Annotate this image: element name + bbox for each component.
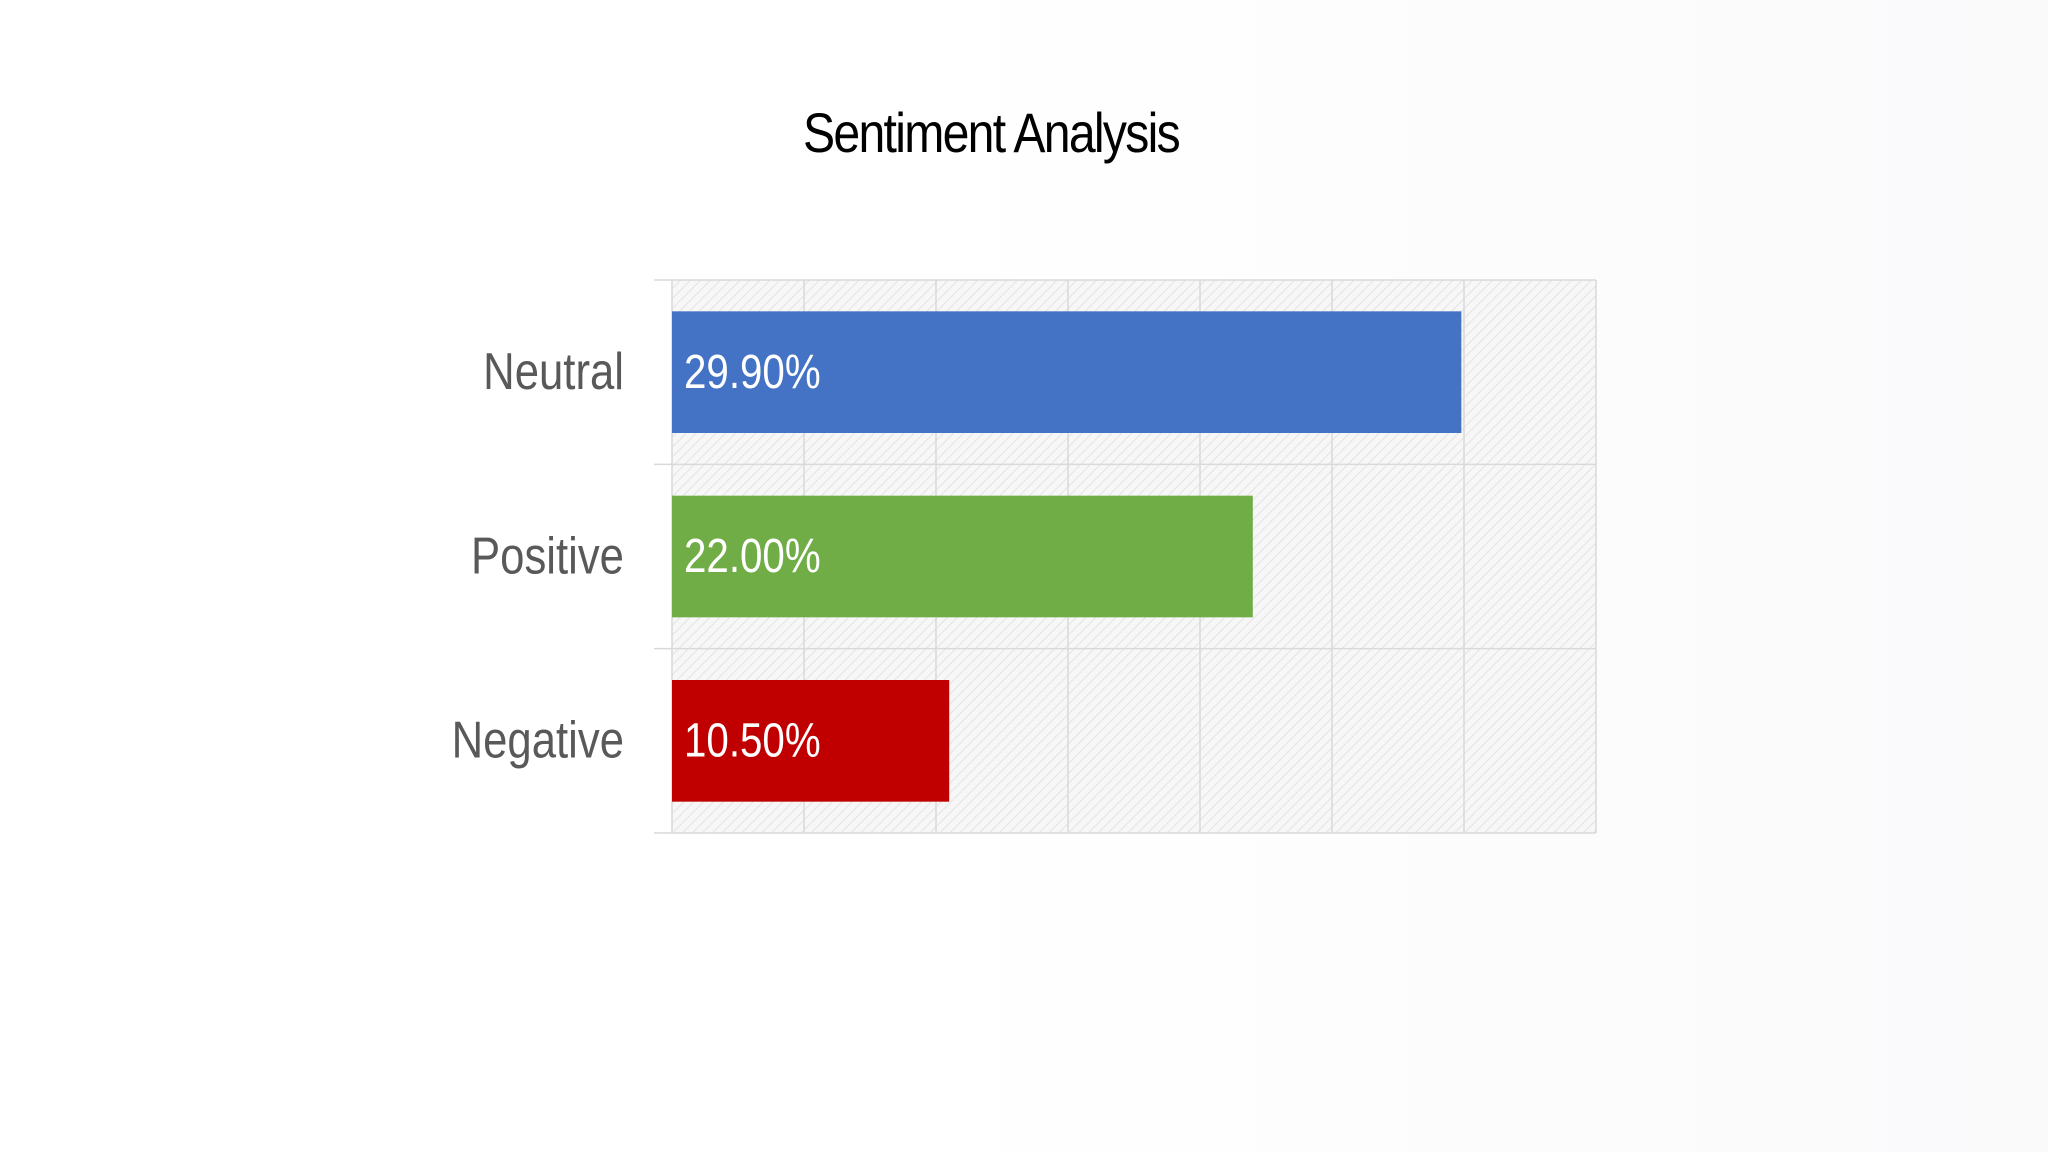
chart-title: Sentiment Analysis [803,101,1181,164]
data-labels: 29.90% 22.00% 10.50% [684,346,821,768]
data-label: 29.90% [684,346,821,399]
category-labels: Neutral Positive Negative [452,343,624,769]
bar-negative [672,680,950,802]
category-label: Negative [452,712,624,769]
data-label: 10.50% [684,714,821,767]
bar-neutral [672,311,1462,433]
bar-positive [672,495,1253,618]
data-label: 22.00% [684,530,821,583]
bars [672,311,1462,802]
category-label: Neutral [483,343,624,400]
category-label: Positive [471,528,624,585]
